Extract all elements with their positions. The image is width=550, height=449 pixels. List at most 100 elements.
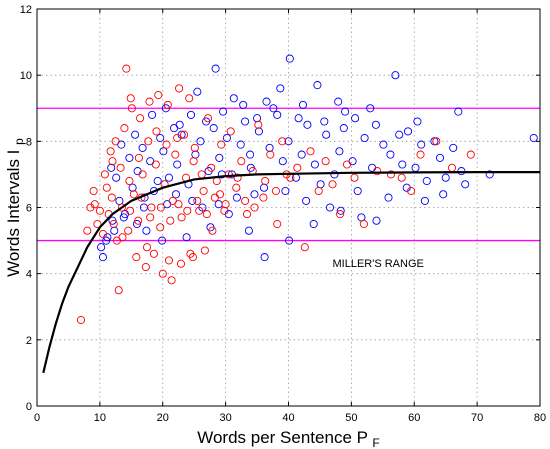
data-point <box>166 216 175 225</box>
data-point <box>138 170 147 179</box>
data-point <box>259 183 269 192</box>
data-point <box>116 163 125 172</box>
x-tick-label: 60 <box>408 412 420 424</box>
y-axis-label-var: I <box>4 150 23 155</box>
data-point <box>152 127 161 136</box>
data-point <box>196 137 205 146</box>
data-point <box>432 137 441 146</box>
data-point <box>281 186 290 196</box>
data-point <box>156 203 165 212</box>
data-point <box>153 176 162 186</box>
data-point <box>353 186 362 196</box>
data-point <box>173 133 182 143</box>
data-point <box>102 236 111 245</box>
data-point <box>98 253 108 262</box>
data-point <box>300 243 309 252</box>
data-point <box>126 206 135 215</box>
data-point <box>278 157 287 166</box>
data-point <box>83 226 92 235</box>
data-point <box>466 150 475 159</box>
data-point <box>186 110 196 119</box>
data-point <box>195 206 204 215</box>
data-point <box>97 243 106 252</box>
data-point <box>233 173 242 182</box>
data-point <box>117 203 126 212</box>
y-tick-label: 2 <box>26 335 32 347</box>
data-point <box>334 97 343 106</box>
data-point <box>102 183 111 192</box>
data-point <box>107 163 116 172</box>
data-point <box>86 203 95 212</box>
data-point <box>109 219 118 229</box>
data-point <box>360 133 369 143</box>
scatter-points <box>76 54 538 325</box>
data-point <box>146 213 155 222</box>
data-point <box>124 226 133 235</box>
data-point <box>190 143 199 152</box>
data-point <box>199 186 208 196</box>
data-point <box>298 100 308 109</box>
data-point <box>131 130 140 139</box>
data-point <box>336 206 345 215</box>
x-tick-label: 10 <box>94 412 106 424</box>
data-point <box>115 196 124 205</box>
data-point <box>148 110 157 119</box>
data-point <box>250 190 259 199</box>
data-point <box>285 236 294 245</box>
data-point <box>122 64 131 73</box>
data-point <box>386 150 395 159</box>
data-point <box>98 229 108 239</box>
data-point <box>253 114 262 123</box>
data-point <box>142 243 152 252</box>
y-axis-label-text: Words Intervals <box>4 159 23 277</box>
data-point <box>342 160 352 169</box>
data-point <box>151 160 160 169</box>
data-point <box>164 256 174 265</box>
data-point <box>224 170 233 179</box>
data-point <box>136 114 145 123</box>
data-point <box>336 210 345 219</box>
data-point <box>395 130 404 139</box>
data-point <box>176 259 186 268</box>
miller-range-annotation: MILLER'S RANGE <box>333 258 424 270</box>
data-point <box>197 170 206 179</box>
data-point <box>321 157 330 166</box>
data-point <box>314 186 323 196</box>
data-point <box>284 137 293 146</box>
data-point <box>134 153 143 162</box>
data-point <box>413 117 422 126</box>
data-point <box>119 213 128 222</box>
data-point <box>273 110 282 119</box>
data-point <box>529 133 538 143</box>
data-point <box>159 147 168 156</box>
data-point <box>379 140 388 149</box>
data-point <box>391 71 400 80</box>
data-point <box>372 216 381 225</box>
data-point <box>371 120 380 129</box>
data-point <box>89 186 98 196</box>
data-point <box>297 150 306 159</box>
data-point <box>293 163 302 172</box>
data-point <box>171 150 180 159</box>
data-point <box>219 107 228 116</box>
data-point <box>420 196 429 205</box>
data-point <box>211 64 220 73</box>
data-point <box>189 157 198 166</box>
data-point <box>125 153 134 162</box>
data-point <box>170 124 179 133</box>
y-tick-label: 4 <box>26 269 32 281</box>
data-point <box>241 196 250 205</box>
x-axis-label-sub: F <box>372 436 379 449</box>
data-point <box>154 90 163 100</box>
data-point <box>359 219 368 229</box>
data-point <box>108 157 117 166</box>
y-tick-label: 8 <box>26 136 32 148</box>
data-point <box>120 124 129 133</box>
data-point <box>232 193 241 202</box>
data-point <box>129 190 138 199</box>
data-point <box>158 236 167 245</box>
x-axis-label-var: P <box>357 428 368 447</box>
data-point <box>417 140 426 149</box>
data-point <box>330 170 339 179</box>
data-point <box>316 180 325 189</box>
